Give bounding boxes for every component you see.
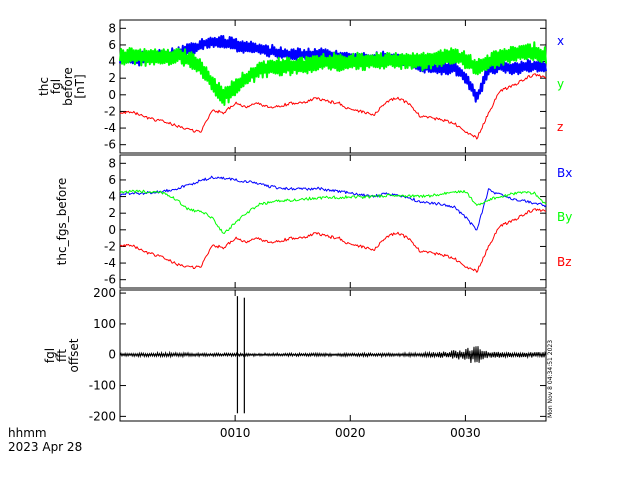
y-axis-label-line: fft	[55, 349, 69, 362]
legend-bx: Bx	[557, 166, 572, 180]
footer-time-label: hhmm	[8, 426, 47, 440]
y-tick-label: -6	[104, 138, 116, 152]
legend-by: By	[557, 210, 572, 224]
x-tick-label: 0020	[335, 426, 366, 440]
y-tick-label: 0	[108, 348, 116, 362]
legend-x: x	[557, 34, 564, 48]
y-tick-label: 6	[108, 38, 116, 52]
y-tick-label: -2	[104, 104, 116, 118]
legend-bz: Bz	[557, 255, 572, 269]
y-tick-label: -100	[89, 379, 116, 393]
series-by-line	[119, 189, 547, 234]
legend-z: z	[557, 120, 563, 134]
y-axis-label-line: fgl	[43, 348, 57, 363]
plot-frame	[119, 154, 547, 289]
footer-date-label: 2023 Apr 28	[8, 440, 82, 454]
y-axis-label-line: [nT]	[73, 74, 87, 98]
y-tick-label: 2	[108, 206, 116, 220]
y-axis-label-line: fgl	[49, 79, 63, 94]
y-tick-label: -200	[89, 409, 116, 423]
y-tick-label: 4	[108, 190, 116, 204]
y-tick-label: 100	[93, 317, 116, 331]
series-bx-line	[119, 175, 547, 231]
y-axis-label-line: offset	[67, 338, 81, 372]
y-tick-label: 6	[108, 173, 116, 187]
y-tick-label: -6	[104, 273, 116, 287]
creation-timestamp: Mon Nov 8 04:34:51 2023	[547, 340, 554, 418]
y-axis-label-line: thc_fgs_before	[55, 178, 69, 266]
y-tick-label: 4	[108, 55, 116, 69]
y-tick-label: 200	[93, 286, 116, 300]
y-tick-label: 8	[108, 21, 116, 35]
legend-y: y	[557, 77, 564, 91]
y-axis-label-line: thc	[37, 77, 51, 96]
offset-noise-trace	[119, 346, 547, 364]
x-tick-label: 0010	[220, 426, 251, 440]
y-axis-label-line: before	[61, 67, 75, 106]
y-tick-label: -2	[104, 239, 116, 253]
y-tick-label: -4	[104, 256, 116, 270]
y-tick-label: -4	[104, 121, 116, 135]
panel-2: -6 -4 -2 0 2 4 6 8 thc_fgs_before Bx By Bz	[55, 154, 572, 289]
y-tick-label: 0	[108, 88, 116, 102]
y-tick-label: 2	[108, 71, 116, 85]
series-z-line	[119, 73, 547, 140]
plot-frame	[119, 19, 547, 154]
x-tick-label: 0030	[450, 426, 481, 440]
y-tick-label: 0	[108, 223, 116, 237]
series-bz-line	[119, 208, 547, 273]
series-y-line	[119, 41, 547, 106]
y-tick-label: 8	[108, 156, 116, 170]
